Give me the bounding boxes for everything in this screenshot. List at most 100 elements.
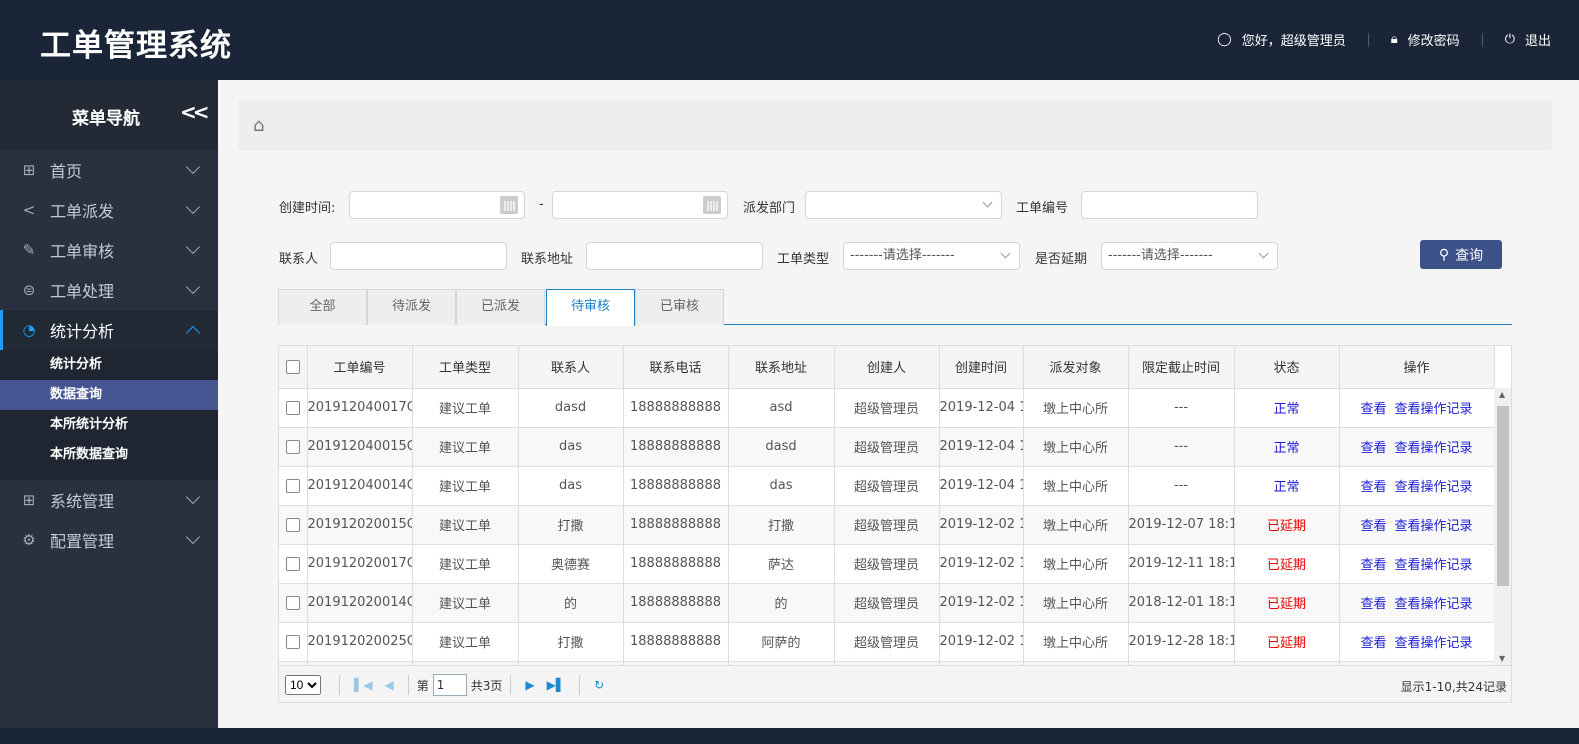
- tab-all[interactable]: 全部: [278, 289, 367, 325]
- table-cell: 2019-12-02 16: [939, 583, 1024, 623]
- end-date-input[interactable]: [552, 191, 728, 219]
- view-log-link[interactable]: 查看操作记录: [1394, 597, 1473, 612]
- page-size-select[interactable]: 10: [285, 675, 321, 695]
- table-cell: 18888888888: [623, 505, 729, 545]
- view-link[interactable]: 查看: [1360, 441, 1387, 456]
- table-cell: 2019-12-07 18:17: [1128, 505, 1235, 545]
- table-row: 201912020017C 建议工单 奥德赛 18888888888 萨达 超级管理员 20…: [279, 544, 1495, 584]
- table-cell: 201912040015C: [307, 427, 413, 467]
- column-header: 联系地址: [728, 346, 835, 389]
- table-cell: 建议工单: [412, 544, 519, 584]
- table-cell: 18888888888: [623, 427, 729, 467]
- delayed-label: 是否延期: [1035, 252, 1088, 267]
- home-icon[interactable]: ⌂: [253, 115, 265, 136]
- tab-reviewed[interactable]: 已审核: [635, 289, 724, 325]
- sidebar-item-home[interactable]: ⊞ 首页: [0, 150, 218, 190]
- submenu-item-data-query[interactable]: 数据查询: [0, 380, 218, 410]
- view-link[interactable]: 查看: [1360, 480, 1387, 495]
- sidebar-item-system[interactable]: ⊞ 系统管理: [0, 480, 218, 520]
- row-checkbox[interactable]: [279, 466, 308, 506]
- table-row: 201912020014C 建议工单的 18888888888 的超级管理员 2019-…: [279, 583, 1495, 623]
- table-cell: 墩上中心所: [1023, 466, 1129, 506]
- user-greeting[interactable]: ◯ 您好，超级管理员: [1217, 32, 1346, 49]
- page-number-input[interactable]: 1: [432, 674, 467, 696]
- sidebar-item-config[interactable]: ⚙ 配置管理: [0, 520, 218, 560]
- row-checkbox[interactable]: [279, 427, 308, 467]
- row-checkbox[interactable]: [279, 505, 308, 545]
- view-log-link[interactable]: 查看操作记录: [1394, 519, 1473, 534]
- select-all-checkbox[interactable]: [279, 346, 308, 389]
- sidebar-item-dispatch[interactable]: < 工单派发: [0, 190, 218, 230]
- view-link[interactable]: 查看: [1360, 636, 1387, 651]
- refresh-icon[interactable]: ↻: [594, 678, 605, 692]
- table-cell: 18888888888: [623, 388, 729, 428]
- dept-select[interactable]: [805, 191, 1002, 219]
- view-log-link[interactable]: 查看操作记录: [1394, 558, 1473, 573]
- database-icon: ⊜: [22, 281, 36, 299]
- actions-cell: 查看 查看操作记录: [1339, 583, 1495, 623]
- chevron-up-icon: [185, 325, 201, 341]
- view-log-link[interactable]: 查看操作记录: [1394, 636, 1473, 651]
- submenu-item-local-query[interactable]: 本所数据查询: [50, 447, 129, 462]
- start-date-input[interactable]: [349, 191, 525, 219]
- last-page-icon[interactable]: ▶▌: [546, 678, 566, 692]
- sidebar-item-statistics[interactable]: ◔ 统计分析: [0, 310, 218, 350]
- sidebar-title: 菜单导航: [72, 109, 140, 129]
- tab-pending-review[interactable]: 待审核: [546, 289, 635, 326]
- calendar-icon[interactable]: [500, 196, 518, 214]
- contact-input[interactable]: [330, 242, 507, 270]
- address-input[interactable]: [586, 242, 763, 270]
- view-log-link[interactable]: 查看操作记录: [1394, 480, 1473, 495]
- view-log-link[interactable]: 查看操作记录: [1394, 402, 1473, 417]
- sidebar-item-review[interactable]: ✎ 工单审核: [0, 230, 218, 270]
- table-cell: 2019-12-02 16: [939, 505, 1024, 545]
- delayed-select[interactable]: -------请选择-------: [1101, 242, 1278, 270]
- order-type-select[interactable]: -------请选择-------: [843, 242, 1020, 270]
- column-header: 操作: [1339, 346, 1495, 389]
- next-page-icon[interactable]: ▶: [525, 678, 535, 692]
- table-cell: 201912040014C: [307, 466, 413, 506]
- tab-dispatched[interactable]: 已派发: [456, 289, 545, 325]
- first-page-icon[interactable]: ▌◀: [354, 678, 373, 692]
- order-no-label: 工单编号: [1016, 201, 1069, 216]
- edit-icon: ✎: [22, 241, 36, 259]
- search-button[interactable]: ⚲ 查询: [1420, 240, 1502, 269]
- view-link[interactable]: 查看: [1360, 519, 1387, 534]
- submenu-item-local-statistics[interactable]: 本所统计分析: [50, 417, 129, 432]
- table-cell: 201912020025C: [307, 622, 413, 662]
- table-cell: 2019-12-11 18:16: [1128, 544, 1235, 584]
- row-checkbox[interactable]: [279, 583, 308, 623]
- sidebar-item-process[interactable]: ⊜ 工单处理: [0, 270, 218, 310]
- calendar-icon[interactable]: [703, 196, 721, 214]
- view-log-link[interactable]: 查看操作记录: [1394, 441, 1473, 456]
- view-link[interactable]: 查看: [1360, 597, 1387, 612]
- table-cell: 的: [518, 583, 624, 623]
- vertical-scrollbar[interactable]: ▲ ▼: [1494, 388, 1511, 665]
- dept-label: 派发部门: [743, 201, 796, 216]
- records-info: 显示1-10,共24记录: [1400, 680, 1507, 694]
- contact-label: 联系人: [279, 252, 319, 267]
- tab-pending-dispatch[interactable]: 待派发: [367, 289, 456, 325]
- actions-cell: 查看 查看操作记录: [1339, 622, 1495, 662]
- order-no-input[interactable]: [1081, 191, 1258, 219]
- actions-cell: 查看 查看操作记录: [1339, 505, 1495, 545]
- change-password-link[interactable]: 🔒︎ 修改密码: [1390, 32, 1460, 49]
- table-row: 201912040014C 建议工单 das 18888888888 das 超级管理员 2…: [279, 466, 1495, 506]
- row-checkbox[interactable]: [279, 544, 308, 584]
- prev-page-icon[interactable]: ◀: [384, 678, 394, 692]
- row-checkbox[interactable]: [279, 622, 308, 662]
- chevron-down-icon: [982, 197, 993, 208]
- order-type-label: 工单类型: [777, 252, 830, 267]
- table-row: 201912040017C 建议工单 dasd 18888888888 asd 超级管理员…: [279, 388, 1495, 428]
- row-checkbox[interactable]: [279, 388, 308, 428]
- table-cell: 建议工单: [412, 427, 519, 467]
- table-cell: ---: [1128, 388, 1235, 428]
- logout-link[interactable]: ⏻ 退出: [1504, 32, 1551, 49]
- collapse-sidebar-icon[interactable]: <<: [180, 100, 209, 124]
- column-header: 创建时间: [939, 346, 1024, 389]
- view-link[interactable]: 查看: [1360, 558, 1387, 573]
- table-cell: 建议工单: [412, 622, 519, 662]
- submenu-item-statistics[interactable]: 统计分析: [50, 357, 103, 372]
- table-cell: 建议工单: [412, 583, 519, 623]
- view-link[interactable]: 查看: [1360, 402, 1387, 417]
